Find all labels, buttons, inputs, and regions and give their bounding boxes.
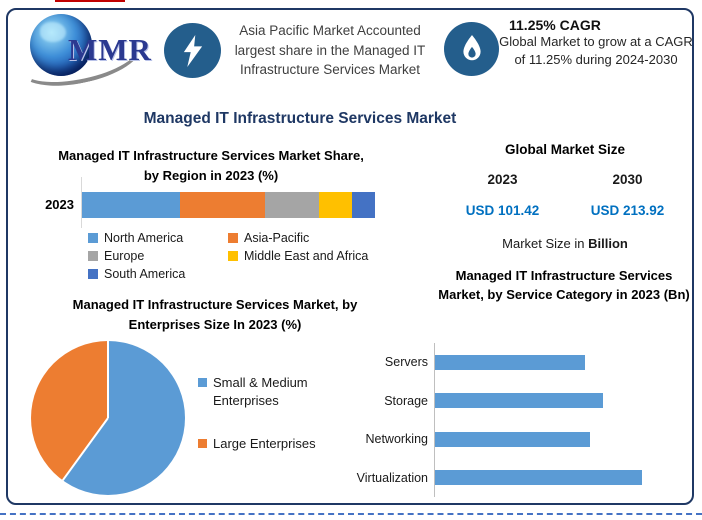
lightning-bolt-icon <box>183 34 202 67</box>
top-red-dash-decoration <box>55 0 125 2</box>
region-chart-title: Managed IT Infrastructure Services Marke… <box>58 148 364 183</box>
highlight-badge-cagr <box>444 22 499 76</box>
legend-label: Europe <box>104 249 145 263</box>
highlight-text-cagr: 11.25% CAGR Global Market to grow at a C… <box>499 17 693 70</box>
legend-swatch <box>198 378 207 387</box>
page-title: Managed IT Infrastructure Services Marke… <box>143 110 457 127</box>
service-bar-chart: Servers Storage Networking Virtualization <box>350 343 690 497</box>
legend-label: South America <box>104 267 186 281</box>
region-bar-segment <box>351 192 375 218</box>
market-size-year-2023: 2023 <box>487 172 518 187</box>
legend-item: Small & Medium Enterprises <box>198 374 370 409</box>
pie-slice-divider <box>61 417 109 481</box>
market-size-values-row: USD 101.42 USD 213.92 <box>440 203 690 218</box>
region-bar-segment <box>319 192 352 218</box>
market-size-years-row: 2023 2030 <box>440 172 690 187</box>
legend-label: Asia-Pacific <box>244 231 310 245</box>
service-chart-title: Managed IT Infrastructure Services Marke… <box>438 268 690 302</box>
legend-label: Large Enterprises <box>213 436 316 452</box>
service-chart-axis <box>434 343 435 497</box>
market-size-footnote-prefix: Market Size in <box>502 236 589 251</box>
region-axis-category-label: 2023 <box>45 197 74 212</box>
legend-item: Large Enterprises <box>198 435 370 453</box>
market-size-footnote: Market Size in Billion <box>440 236 690 251</box>
cagr-body: Global Market to grow at a CAGR of 11.25… <box>499 34 693 68</box>
market-size-value-2030: USD 213.92 <box>590 203 665 218</box>
flame-icon <box>462 35 481 61</box>
market-size-footnote-unit: Billion <box>588 236 628 251</box>
service-category-label: Servers <box>384 355 428 370</box>
service-bar-row: Storage <box>350 382 690 421</box>
market-size-title: Global Market Size <box>504 142 626 157</box>
region-bar-segment <box>180 192 266 218</box>
service-bar-track <box>435 354 690 370</box>
legend-label: Middle East and Africa <box>244 249 369 263</box>
highlight-badge-asia <box>164 23 221 78</box>
legend-item: Middle East and Africa <box>228 249 398 263</box>
service-category-label: Virtualization <box>356 470 428 485</box>
mmr-logo: MMR <box>14 10 152 96</box>
region-bar-segment <box>265 192 320 218</box>
service-bar <box>435 470 643 486</box>
market-size-value-2023: USD 101.42 <box>465 203 540 218</box>
enterprise-chart-title: Managed IT Infrastructure Services Marke… <box>72 297 358 332</box>
enterprise-pie <box>31 341 185 495</box>
legend-swatch <box>88 251 98 261</box>
service-bar <box>435 354 585 370</box>
market-size-year-2030: 2030 <box>612 172 643 187</box>
pie-slice-divider <box>107 341 109 418</box>
legend-swatch <box>88 269 98 279</box>
service-bar <box>435 393 604 409</box>
service-category-label: Storage <box>384 393 428 408</box>
service-bar-row: Servers <box>350 343 690 382</box>
legend-item: Europe <box>88 249 228 263</box>
service-bar-track <box>435 470 690 486</box>
globe-icon <box>30 14 92 76</box>
legend-label: North America <box>104 231 184 245</box>
service-bar-track <box>435 431 690 447</box>
legend-item: South America <box>88 267 228 281</box>
service-category-label: Networking <box>365 432 428 447</box>
service-bar-row: Networking <box>350 420 690 459</box>
region-bar-segment <box>82 192 181 218</box>
service-bar-row: Virtualization <box>350 459 690 498</box>
cagr-title: 11.25% CAGR <box>509 17 601 33</box>
logo-text: MMR <box>68 32 152 67</box>
legend-swatch <box>88 233 98 243</box>
region-stacked-bar <box>82 192 375 218</box>
legend-item: Asia-Pacific <box>228 231 398 245</box>
service-bar-track <box>435 393 690 409</box>
legend-swatch <box>228 233 238 243</box>
service-bar <box>435 431 590 447</box>
legend-item: North America <box>88 231 228 245</box>
region-chart-axis <box>81 177 82 228</box>
legend-swatch <box>228 251 238 261</box>
region-legend: North America Asia-Pacific Europe Middle Ea… <box>88 231 398 281</box>
bottom-dashed-line <box>0 513 702 515</box>
enterprise-legend: Small & Medium Enterprises Large Enterpri… <box>198 374 370 479</box>
outer-border-frame <box>6 8 694 505</box>
legend-swatch <box>198 439 207 449</box>
legend-label: Small & Medium Enterprises <box>213 375 308 408</box>
highlight-text-asia: Asia Pacific Market Accounted largest sh… <box>234 23 426 78</box>
